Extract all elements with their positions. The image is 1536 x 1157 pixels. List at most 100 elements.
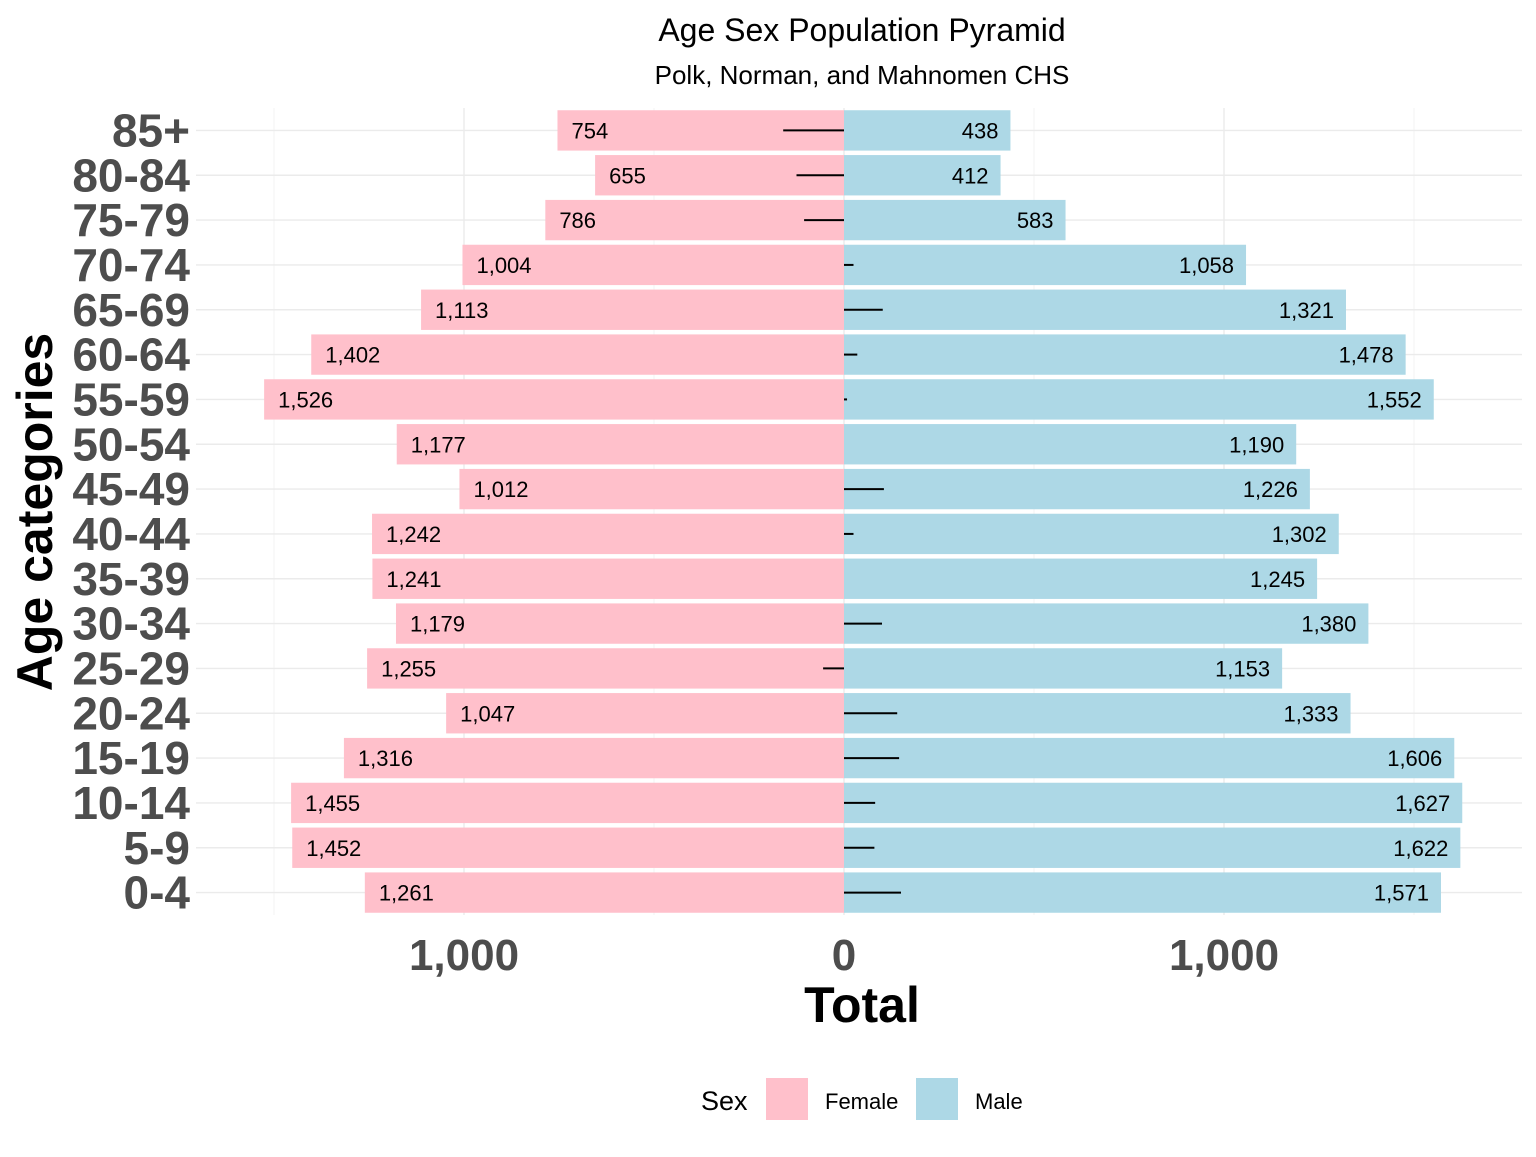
bar-male <box>844 603 1369 644</box>
data-label-male: 1,622 <box>1393 836 1448 861</box>
data-label-female: 786 <box>559 208 596 233</box>
data-label-male: 1,190 <box>1229 432 1284 457</box>
y-axis-title: Age categories <box>7 333 63 691</box>
data-label-male: 1,153 <box>1215 656 1270 681</box>
bar-female <box>343 737 844 779</box>
bar-female <box>395 603 844 644</box>
x-tick-label: 1,000 <box>409 931 519 980</box>
data-label-female: 1,242 <box>386 522 441 547</box>
y-tick-label: 80-84 <box>72 149 190 201</box>
bar-female <box>364 872 844 913</box>
bar-male <box>844 155 1001 196</box>
data-label-male: 1,627 <box>1395 791 1450 816</box>
legend-key-male <box>916 1078 958 1120</box>
x-axis-tick-labels: 1,000 0 1,000 <box>409 931 1279 980</box>
y-tick-label: 55-59 <box>72 373 190 425</box>
bar-male <box>844 782 1463 824</box>
bar-male <box>844 334 1406 375</box>
y-tick-label: 70-74 <box>72 239 190 291</box>
data-label-female: 655 <box>609 163 646 188</box>
bar-female <box>367 648 844 689</box>
bar-female <box>372 513 844 555</box>
data-label-male: 1,302 <box>1272 522 1327 547</box>
data-label-female: 1,526 <box>278 387 333 412</box>
bar-labels: 1,261 1,571 1,452 1,622 1,455 1,627 1,316 1,606… <box>278 118 1450 905</box>
data-label-female: 1,402 <box>325 343 380 368</box>
y-axis-tick-labels: 0-45-910-1415-1920-2425-2930-3435-3940-4… <box>72 104 190 918</box>
data-label-male: 1,333 <box>1283 701 1338 726</box>
y-tick-label: 35-39 <box>72 553 190 605</box>
data-label-female: 1,012 <box>473 477 528 502</box>
data-label-male: 412 <box>952 163 989 188</box>
data-label-female: 1,004 <box>476 253 531 278</box>
x-tick-label: 1,000 <box>1169 931 1279 980</box>
legend-label-female: Female <box>825 1089 898 1114</box>
bar-female <box>446 693 844 734</box>
y-tick-label: 45-49 <box>72 463 190 515</box>
bar-female <box>291 782 845 824</box>
bar-female <box>459 468 844 510</box>
bar-male <box>844 424 1297 465</box>
y-tick-label: 40-44 <box>72 508 190 560</box>
data-label-female: 754 <box>571 118 608 143</box>
legend-label-male: Male <box>975 1089 1023 1114</box>
bar-male <box>844 110 1011 151</box>
data-label-female: 1,455 <box>305 791 360 816</box>
bar-female <box>292 827 844 868</box>
difference-segments <box>783 129 901 894</box>
bars <box>264 110 1463 913</box>
data-label-male: 438 <box>962 118 999 143</box>
data-label-male: 1,571 <box>1374 881 1429 906</box>
legend: Sex Female Male <box>701 1078 1023 1120</box>
bar-male <box>844 737 1455 779</box>
bar-female <box>545 199 844 241</box>
bar-male <box>844 872 1441 913</box>
chart-title: Age Sex Population Pyramid <box>658 12 1065 48</box>
legend-title: Sex <box>701 1086 748 1116</box>
x-axis-title: Total <box>804 977 920 1033</box>
y-tick-label: 75-79 <box>72 194 190 246</box>
bar-male <box>844 289 1346 330</box>
bar-male <box>844 199 1066 241</box>
y-tick-label: 20-24 <box>72 687 190 739</box>
legend-key-female <box>766 1078 808 1120</box>
data-label-female: 1,177 <box>411 432 466 457</box>
y-tick-label: 10-14 <box>72 777 190 829</box>
bar-female <box>396 424 844 465</box>
data-label-female: 1,261 <box>379 881 434 906</box>
data-label-male: 1,245 <box>1250 567 1305 592</box>
y-tick-label: 0-4 <box>124 867 191 919</box>
x-tick-label: 0 <box>832 931 856 980</box>
data-label-male: 1,058 <box>1179 253 1234 278</box>
data-label-male: 1,478 <box>1339 343 1394 368</box>
bar-male <box>844 468 1310 510</box>
bar-male <box>844 693 1351 734</box>
y-tick-label: 50-54 <box>72 418 190 470</box>
data-label-female: 1,179 <box>410 612 465 637</box>
data-label-male: 1,226 <box>1243 477 1298 502</box>
bar-male <box>844 827 1461 868</box>
data-label-female: 1,241 <box>386 567 441 592</box>
y-tick-label: 5-9 <box>124 822 190 874</box>
data-label-female: 1,255 <box>381 656 436 681</box>
data-label-male: 583 <box>1017 208 1054 233</box>
bar-female <box>264 379 844 420</box>
bar-male <box>844 379 1434 420</box>
bar-male <box>844 244 1247 286</box>
y-tick-label: 60-64 <box>72 329 190 381</box>
data-label-male: 1,606 <box>1387 746 1442 771</box>
bar-female <box>311 334 844 375</box>
data-label-male: 1,380 <box>1301 612 1356 637</box>
data-label-female: 1,452 <box>306 836 361 861</box>
y-tick-label: 15-19 <box>72 732 190 784</box>
data-label-male: 1,321 <box>1279 298 1334 323</box>
y-tick-label: 30-34 <box>72 598 190 650</box>
data-label-female: 1,316 <box>358 746 413 771</box>
bar-male <box>844 513 1339 555</box>
bar-male <box>844 648 1283 689</box>
y-tick-label: 25-29 <box>72 642 190 694</box>
bar-female <box>462 244 844 286</box>
bar-female <box>421 289 844 330</box>
